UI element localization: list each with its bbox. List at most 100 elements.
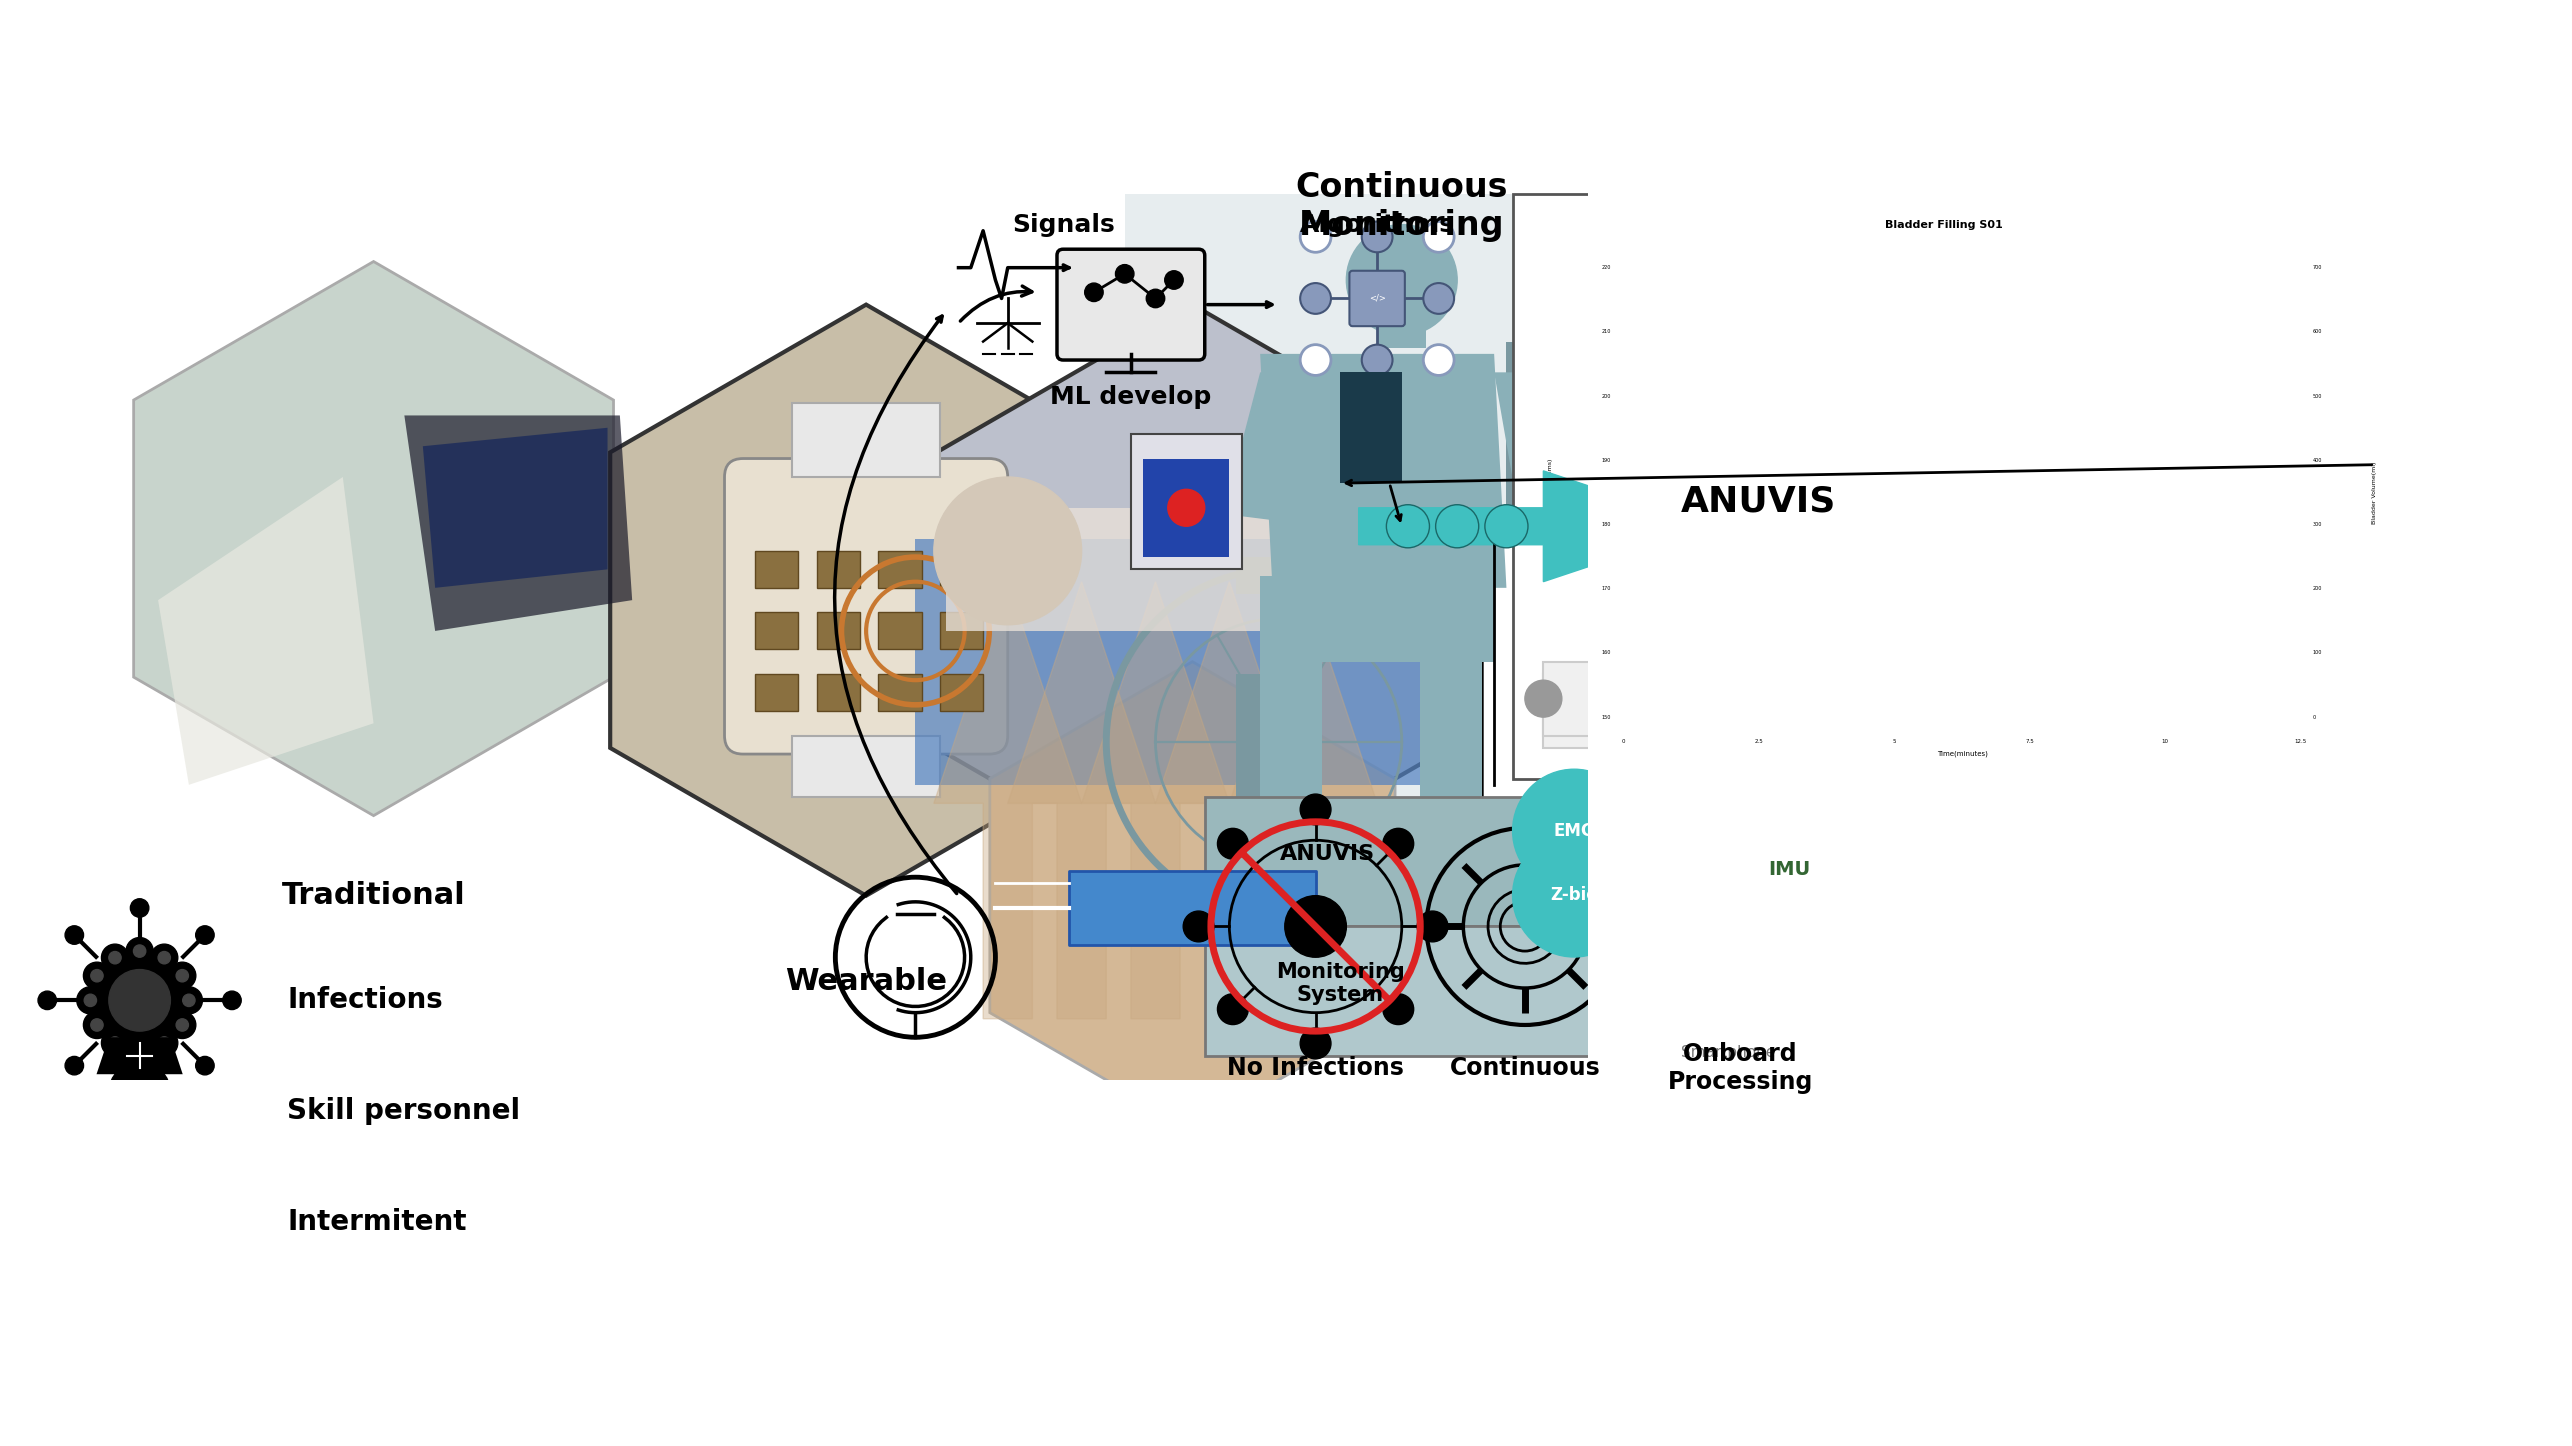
Bar bbox=[1721, 589, 1795, 810]
Bar bbox=[756, 613, 797, 649]
Text: 210: 210 bbox=[1602, 330, 1610, 334]
Circle shape bbox=[934, 477, 1083, 625]
FancyBboxPatch shape bbox=[1350, 270, 1404, 327]
Circle shape bbox=[77, 986, 103, 1014]
FancyArrow shape bbox=[1083, 581, 1229, 1019]
Circle shape bbox=[1286, 895, 1345, 957]
Text: Time(minutes): Time(minutes) bbox=[1937, 750, 1988, 758]
Circle shape bbox=[1422, 283, 1453, 314]
FancyArrow shape bbox=[934, 581, 1083, 1019]
FancyArrow shape bbox=[1155, 581, 1304, 1019]
Circle shape bbox=[108, 970, 170, 1031]
Bar bbox=[939, 613, 983, 649]
Circle shape bbox=[82, 962, 111, 989]
Polygon shape bbox=[98, 1037, 183, 1074]
Polygon shape bbox=[916, 538, 1469, 785]
Circle shape bbox=[1384, 829, 1415, 859]
Text: Continuous
Monitoring: Continuous Monitoring bbox=[1296, 171, 1507, 241]
Circle shape bbox=[1525, 680, 1561, 717]
Text: Wearable: Wearable bbox=[784, 967, 946, 996]
Polygon shape bbox=[90, 1135, 188, 1210]
Text: 200: 200 bbox=[2312, 586, 2323, 591]
Text: Continuous: Continuous bbox=[1451, 1056, 1600, 1080]
Bar bbox=[1710, 878, 1772, 927]
Circle shape bbox=[1422, 344, 1453, 376]
Text: ANUVIS: ANUVIS bbox=[1281, 844, 1376, 865]
Bar bbox=[1247, 821, 1335, 859]
Text: 7.5: 7.5 bbox=[2024, 739, 2034, 745]
Polygon shape bbox=[404, 415, 633, 630]
Bar bbox=[939, 551, 983, 589]
Circle shape bbox=[152, 944, 177, 972]
Circle shape bbox=[1422, 221, 1453, 252]
Circle shape bbox=[175, 986, 203, 1014]
Text: Signals: Signals bbox=[1011, 213, 1114, 237]
Text: 300: 300 bbox=[2312, 522, 2323, 526]
Circle shape bbox=[1417, 911, 1448, 941]
Circle shape bbox=[108, 1037, 121, 1050]
Bar bbox=[818, 613, 859, 649]
Circle shape bbox=[170, 1011, 195, 1038]
Polygon shape bbox=[1481, 379, 2037, 1019]
Text: Onboard
Processing: Onboard Processing bbox=[1667, 1043, 1813, 1095]
Circle shape bbox=[1217, 993, 1247, 1025]
Circle shape bbox=[82, 1011, 111, 1038]
Circle shape bbox=[108, 1061, 170, 1124]
Bar bbox=[880, 551, 921, 589]
Polygon shape bbox=[134, 262, 615, 816]
Text: Intermitent: Intermitent bbox=[288, 1207, 468, 1236]
Polygon shape bbox=[1260, 354, 1507, 589]
Bar bbox=[1407, 821, 1494, 859]
Bar bbox=[1235, 846, 1451, 870]
Text: 5: 5 bbox=[1893, 739, 1896, 745]
Circle shape bbox=[1116, 265, 1134, 283]
Circle shape bbox=[1217, 829, 1247, 859]
Polygon shape bbox=[936, 305, 1448, 895]
FancyArrowPatch shape bbox=[959, 286, 1031, 321]
Circle shape bbox=[1361, 221, 1391, 252]
Circle shape bbox=[1183, 911, 1214, 941]
Text: 0: 0 bbox=[2312, 714, 2317, 720]
Circle shape bbox=[1955, 680, 1993, 717]
Polygon shape bbox=[990, 662, 1394, 1129]
Text: IMU: IMU bbox=[1770, 860, 1811, 879]
Circle shape bbox=[1361, 344, 1391, 376]
Text: 180: 180 bbox=[1602, 522, 1610, 526]
Circle shape bbox=[100, 944, 129, 972]
Bar bbox=[1124, 194, 1618, 957]
Text: Monitoring
System: Monitoring System bbox=[1276, 962, 1404, 1005]
Text: 2.5: 2.5 bbox=[1754, 739, 1764, 745]
FancyBboxPatch shape bbox=[725, 458, 1008, 753]
Bar bbox=[880, 613, 921, 649]
Bar bbox=[1235, 674, 1260, 870]
Circle shape bbox=[1435, 505, 1479, 548]
Text: Bladder Volume(ml): Bladder Volume(ml) bbox=[2371, 461, 2377, 523]
Circle shape bbox=[224, 991, 242, 1009]
Bar bbox=[1698, 889, 1782, 963]
Circle shape bbox=[195, 925, 213, 944]
Bar bbox=[1698, 643, 1821, 753]
Bar bbox=[1376, 273, 1427, 347]
Polygon shape bbox=[1224, 372, 1322, 526]
Circle shape bbox=[1345, 224, 1458, 335]
Text: 400: 400 bbox=[2312, 458, 2323, 463]
Text: ML develop: ML develop bbox=[1049, 385, 1211, 409]
Text: Bio-impedance(Ohms): Bio-impedance(Ohms) bbox=[1546, 457, 1551, 528]
FancyArrow shape bbox=[1008, 581, 1155, 1019]
Circle shape bbox=[131, 1213, 149, 1231]
Polygon shape bbox=[946, 508, 1407, 630]
Bar bbox=[818, 551, 859, 589]
Circle shape bbox=[1165, 270, 1183, 289]
Circle shape bbox=[1484, 505, 1528, 548]
Bar bbox=[1543, 662, 1975, 736]
Bar bbox=[756, 674, 797, 711]
Circle shape bbox=[126, 937, 154, 964]
Circle shape bbox=[126, 1035, 154, 1063]
Circle shape bbox=[90, 1019, 103, 1031]
Bar bbox=[792, 403, 939, 477]
Circle shape bbox=[152, 1030, 177, 1057]
FancyArrow shape bbox=[1229, 581, 1376, 1019]
Text: 500: 500 bbox=[2312, 393, 2323, 399]
Circle shape bbox=[90, 951, 188, 1050]
Text: EMG: EMG bbox=[1553, 821, 1595, 840]
